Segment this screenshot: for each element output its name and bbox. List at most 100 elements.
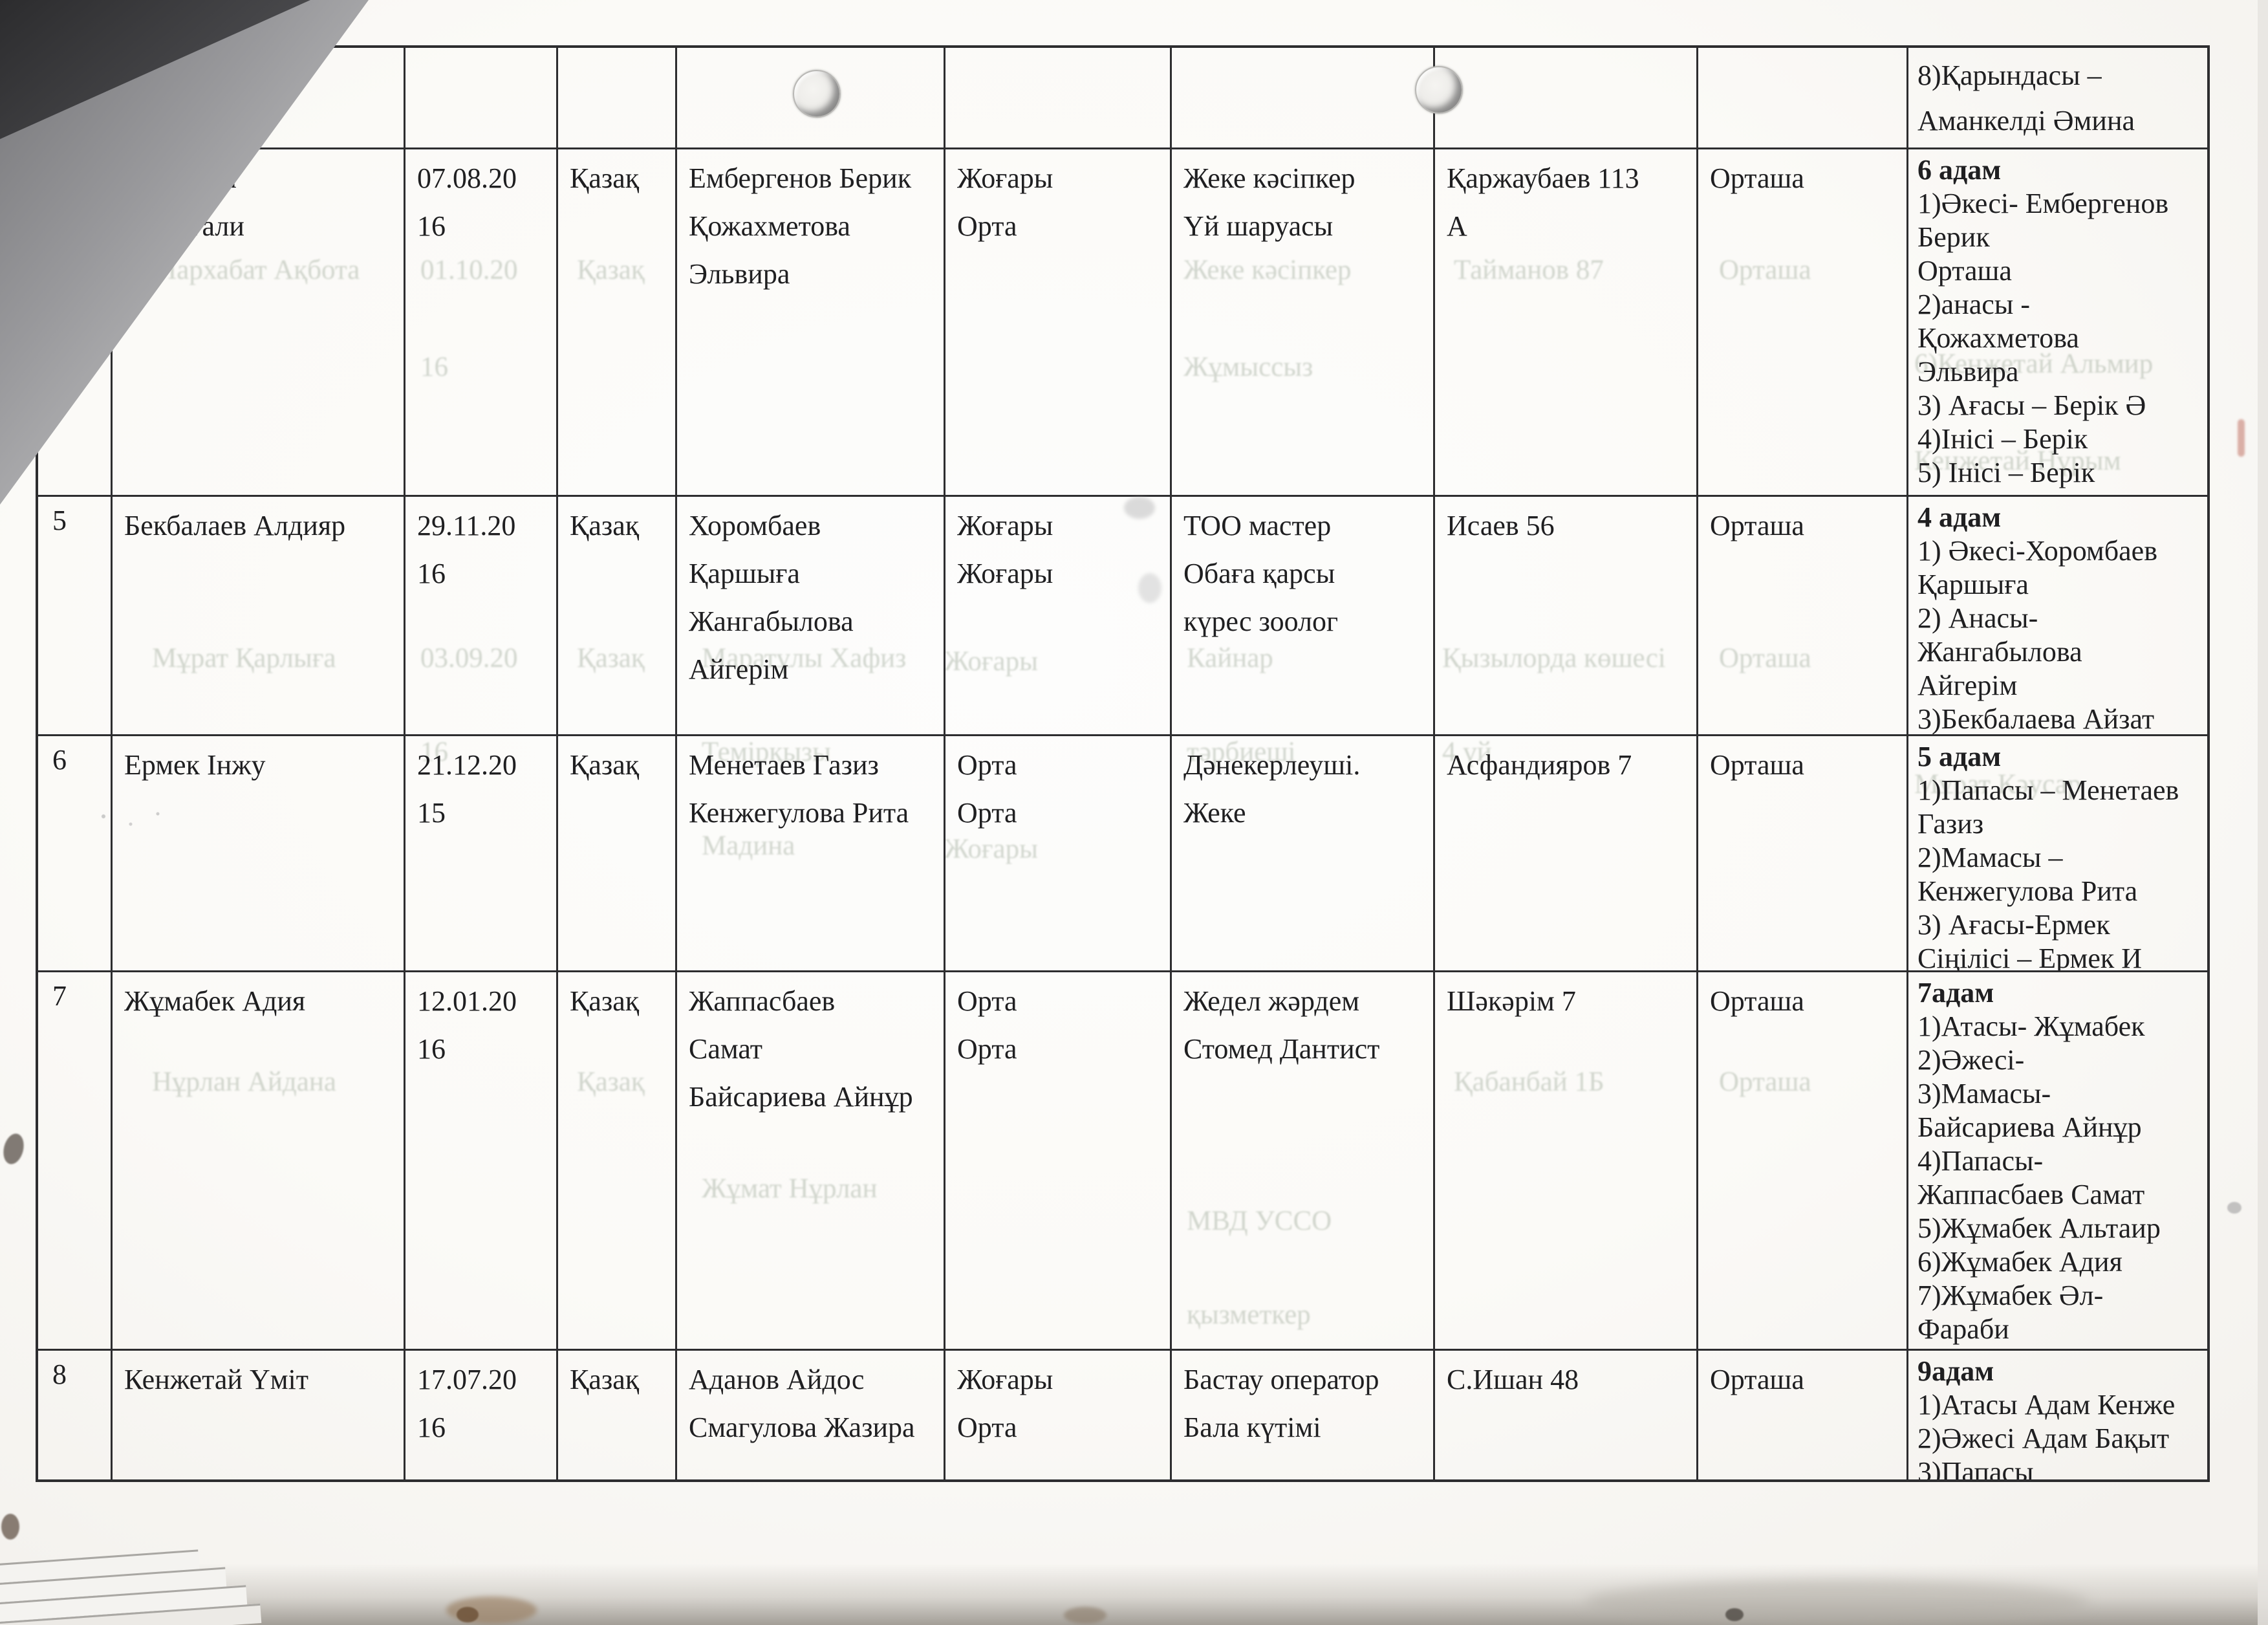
table-row: 7 Жұмабек Адия 12.01.20 16 Қазақ Жаппасб… (38, 970, 2207, 1349)
bleed-through-text: Кайнар (1187, 643, 1273, 673)
cell-education: Жоғары Жоғары (944, 497, 1170, 734)
page-right-edge-shade (2258, 0, 2268, 1625)
cell-nationality: Қазақ (556, 497, 675, 734)
cell-family-members: 5 адам 1)Папасы – Менетаев Газиз 2)Мамас… (1906, 736, 2208, 970)
hole-punch (793, 70, 841, 118)
bleed-through-text: Қабанбай 1Б (1454, 1067, 1604, 1097)
cell-empty (556, 48, 675, 147)
bleed-through-text: 01.10.20 (420, 255, 518, 285)
table-row-partial: 8)Қарындасы – Аманкелді Әмина (38, 48, 2207, 147)
bleed-through-text: Орташа (1719, 255, 1811, 285)
cell-occupation: Жедел жәрдем Стомед Дантист (1170, 972, 1433, 1349)
cell-occupation: Бастау оператор Бала күтімі (1170, 1351, 1433, 1479)
cell-nationality: Қазақ (556, 972, 675, 1349)
cell-birth-date: 17.07.20 16 (404, 1351, 556, 1479)
bleed-through-text: Жоғары (944, 646, 1038, 677)
bleed-through-text: қызметкер (1187, 1300, 1311, 1330)
cell-address: Асфандияров 7 (1433, 736, 1696, 970)
bleed-through-text: Мұрат Қарлыға (152, 643, 336, 673)
bleed-through-text: Жұмыссыз (1183, 352, 1313, 382)
cell-status: Орташа (1696, 1351, 1906, 1479)
bleed-through-text: Қазақ (577, 643, 645, 673)
bleed-through-text: 6)Кенжетай Альмир (1914, 349, 2154, 379)
cell-empty (404, 48, 556, 147)
bleed-through-text: Қызылорда көшесі (1442, 643, 1666, 673)
cell-empty (944, 48, 1170, 147)
cell-birth-date: 29.11.20 16 (404, 497, 556, 734)
stain (1584, 1580, 2089, 1625)
cell-education: Орта Орта (944, 972, 1170, 1349)
cell-birth-date: 12.01.20 16 (404, 972, 556, 1349)
bleed-through-text: Мұрат Кәусар (1914, 769, 2082, 800)
cell-education: Жоғары Орта (944, 1351, 1170, 1479)
cell-family-members: 7адам 1)Атасы- Жұмабек 2)Әжесі- 3)Мамасы… (1906, 972, 2208, 1349)
cell-child-name: Жұмабек Адия (111, 972, 404, 1349)
cell-parents: Менетаев Газиз Кенжегулова Рита (675, 736, 944, 970)
table-row: 8 Кенжетай Үміт 17.07.20 16 Қазақ Аданов… (38, 1349, 2207, 1479)
cell-occupation: ТОО мастер Обаға қарсы күрес зоолог (1170, 497, 1433, 734)
cell-parents: Жаппасбаев Самат Байсариева Айнұр (675, 972, 944, 1349)
cell-family-members: 6 адам 1)Әкесі- Ембергенов Берик Орташа … (1906, 149, 2208, 495)
cell-empty (1433, 48, 1696, 147)
cell-education: Орта Орта (944, 736, 1170, 970)
bleed-through-text: Қазақ (577, 255, 645, 285)
hole-punch (1415, 66, 1463, 114)
bleed-through-text: Мархабат Ақбота (152, 255, 360, 285)
bleed-through-text: 16 (420, 737, 448, 767)
gray-smudge (1138, 573, 1161, 603)
cell-address: С.Ишан 48 (1433, 1351, 1696, 1479)
cell-child-name: Ермек Інжу (111, 736, 404, 970)
gray-smudge (2227, 1202, 2241, 1214)
cell-nationality: Қазақ (556, 736, 675, 970)
cell-row-number: 5 (52, 505, 67, 536)
bleed-through-text: Маратұлы Хафиз (702, 643, 907, 673)
bleed-through-text: 4 үй (1442, 737, 1492, 767)
register-table: 8)Қарындасы – Аманкелді Әмина 4 Берікұлы… (36, 45, 2210, 1482)
speck-marks (96, 806, 173, 832)
cell-birth-date: 21.12.20 15 (404, 736, 556, 970)
cell-occupation: Жеке кәсіпкер Үй шаруасы (1170, 149, 1433, 495)
stain (457, 1607, 479, 1622)
stain (1064, 1607, 1107, 1624)
table-row: 6 Ермек Інжу 21.12.20 15 Қазақ Менетаев … (38, 734, 2207, 970)
bleed-through-text: Жұмат Нұрлан (702, 1173, 878, 1204)
cell-education: Жоғары Орта (944, 149, 1170, 495)
cell-empty (675, 48, 944, 147)
bleed-through-text: тәрбиеші (1187, 737, 1296, 767)
bleed-through-text: Мадина (702, 831, 795, 861)
cell-status: Орташа (1696, 149, 1906, 495)
table-row: 5 Бекбалаев Алдияр 29.11.20 16 Қазақ Хор… (38, 495, 2207, 734)
bleed-through-text: Орташа (1719, 1067, 1811, 1097)
bleed-through-text: Кенжетай Нұрым (1914, 446, 2121, 476)
cell-parents: Хоромбаев Қаршыға Жангабылова Айгерім (675, 497, 944, 734)
bleed-through-text: МВД УССО (1187, 1206, 1332, 1236)
cell-status: Орташа (1696, 972, 1906, 1349)
stain (1725, 1608, 1744, 1621)
bleed-through-text: Жоғары (944, 834, 1038, 864)
cell-family-continued: 8)Қарындасы – Аманкелді Әмина (1906, 48, 2208, 147)
cell-row-number: 6 (52, 744, 67, 776)
cell-empty (1170, 48, 1433, 147)
cell-nationality: Қазақ (556, 149, 675, 495)
bleed-through-text: 16 (420, 352, 448, 382)
ink-spot (1, 1514, 19, 1540)
bleed-through-text: Тайманов 87 (1454, 255, 1604, 285)
bleed-through-text: Жеке кәсіпкер (1183, 255, 1352, 285)
bleed-through-text: Темірқызы (702, 737, 832, 767)
cell-occupation: Дәнекерлеуші. Жеке (1170, 736, 1433, 970)
gray-smudge (1124, 497, 1155, 519)
table-row: 4 Берікұлы Иманғали 07.08.20 16 Қазақ Ем… (38, 147, 2207, 495)
bleed-through-text: 03.09.20 (420, 643, 518, 673)
cell-address: Исаев 56 (1433, 497, 1696, 734)
cell-address: Қаржаубаев 113 А (1433, 149, 1696, 495)
cell-status: Орташа (1696, 736, 1906, 970)
cell-family-members: 4 адам 1) Әкесі-Хоромбаев Қаршыға 2) Ана… (1906, 497, 2208, 734)
cell-row-number: 7 (52, 980, 67, 1012)
cell-birth-date: 07.08.20 16 (404, 149, 556, 495)
bleed-through-text: Орташа (1719, 643, 1811, 673)
cell-parents: Аданов Айдос Смагулова Жазира (675, 1351, 944, 1479)
cell-row-number: 8 (52, 1358, 67, 1390)
cell-nationality: Қазақ (556, 1351, 675, 1479)
